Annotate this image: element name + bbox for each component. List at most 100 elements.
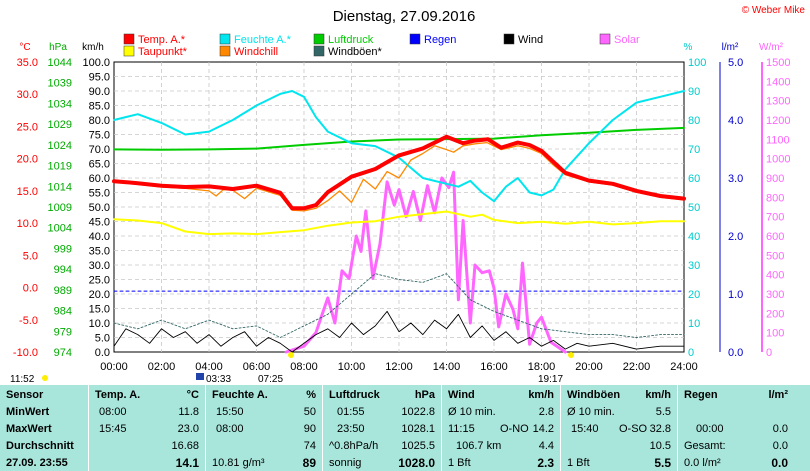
humidity-tick-label: 100 <box>688 57 706 69</box>
wind-avg-label: Ø 10 min. <box>448 406 496 418</box>
solar-tick-label: 600 <box>766 231 784 243</box>
pressure-tick-label: 1039 <box>48 78 72 90</box>
solar-tick-label: 1400 <box>766 76 790 88</box>
temp-tick-label: 25.0 <box>17 121 38 133</box>
sun-time: 07:25 <box>258 374 283 385</box>
grid <box>114 62 684 352</box>
wind-tick-label: 95.0 <box>89 72 110 84</box>
wind-tick-label: 100.0 <box>82 57 110 69</box>
legend-swatch-feuchte-a <box>219 33 231 45</box>
temp-current-value: 14.1 <box>175 456 199 470</box>
gust-current-value: 5.5 <box>654 456 671 470</box>
legend-swatch-wind <box>503 33 515 45</box>
hum-max-value: 90 <box>303 423 316 435</box>
rain-total-value: 0.0 <box>772 440 788 452</box>
x-tick-label: 10:00 <box>338 361 366 373</box>
rain-day: 0.0 l/m² <box>684 457 721 469</box>
stats-wind: Wind km/h Ø 10 min. 2.8 11:15 O-NO 14.2 106.… <box>442 385 560 471</box>
legend-swatch-taupunkt <box>123 45 135 57</box>
gust-max-time: 15:40 <box>571 423 599 435</box>
sunrise-time: 03:33 <box>206 374 231 385</box>
pressure-tick-label: 1004 <box>48 223 72 235</box>
press-forecast: sonnig <box>329 457 362 469</box>
rain-time: 00:00 <box>696 423 724 435</box>
series-line-temp-a <box>112 134 686 211</box>
series-line-taupunkt <box>113 210 685 236</box>
stats-bar: Sensor MinWert MaxWert Durchschnitt 27.0… <box>0 385 810 471</box>
wind-tick-label: 25.0 <box>89 275 110 287</box>
rain-current-value: 0.0 <box>771 456 788 470</box>
temp-tick-label: 30.0 <box>17 89 38 101</box>
legend-swatch-regen <box>409 33 421 45</box>
humidity-tick-label: 0 <box>688 347 694 359</box>
legend-label-solar: Solar <box>614 34 640 46</box>
wind-tick-label: 70.0 <box>89 144 110 156</box>
rain-tick-label: 2.0 <box>728 231 743 243</box>
legend-label-regen: Regen <box>424 34 456 46</box>
rain-tick-label: 5.0 <box>728 57 743 69</box>
temp-header: Temp. A. <box>95 389 141 401</box>
hum-max-time: 08:00 <box>216 423 244 435</box>
left-time-sun-icon <box>42 375 48 381</box>
humidity-tick-label: 80 <box>688 115 700 127</box>
pressure-tick-label: 994 <box>54 264 72 276</box>
x-tick-label: 20:00 <box>575 361 603 373</box>
rain-header: Regen <box>684 389 718 401</box>
wind-tick-label: 35.0 <box>89 246 110 258</box>
temp-tick-label: 10.0 <box>17 218 38 230</box>
legend-label-feuchte-a: Feuchte A.* <box>234 34 292 46</box>
pressure-tick-label: 1029 <box>48 119 72 131</box>
wind-axis-unit: km/h <box>82 42 104 53</box>
pressure-tick-label: 984 <box>54 306 72 318</box>
temp-min-value: 11.8 <box>178 406 199 418</box>
temp-max-time: 15:45 <box>99 423 127 435</box>
pressure-tick-label: 1044 <box>48 57 72 69</box>
pressure-axis-unit: hPa <box>49 42 67 53</box>
wind-tick-label: 65.0 <box>89 159 110 171</box>
sunrise-icon <box>196 373 204 380</box>
wind-tick-label: 15.0 <box>89 304 110 316</box>
humidity-tick-label: 70 <box>688 144 700 156</box>
legend: Temp. A.* Feuchte A.* Luftdruck Regen Wind So… <box>123 33 640 58</box>
press-max-time: 23:50 <box>337 423 365 435</box>
solar-axis-unit: W/m² <box>759 42 784 53</box>
x-tick-label: 16:00 <box>480 361 508 373</box>
sunset-time: 19:17 <box>538 374 563 385</box>
solar-tick-label: 200 <box>766 308 784 320</box>
press-min-value: 1022.8 <box>401 406 435 418</box>
sensor-row-max: MaxWert <box>6 423 52 435</box>
legend-swatch-solar <box>599 33 611 45</box>
wind-tick-label: 45.0 <box>89 217 110 229</box>
press-min-time: 01:55 <box>337 406 365 418</box>
gust-avg-value: 10.5 <box>649 440 671 452</box>
wind-tick-label: 75.0 <box>89 130 110 142</box>
wind-current-value: 2.3 <box>537 456 554 470</box>
sunset-sun-icon <box>568 352 574 358</box>
wind-avg10-value: 2.8 <box>538 406 554 418</box>
press-trend: ^0.8hPa/h <box>329 440 379 452</box>
pressure-tick-label: 1014 <box>48 181 72 193</box>
temp-min-time: 08:00 <box>99 406 127 418</box>
weather-chart: Dienstag, 27.09.2016 © Weber Mike Temp. … <box>10 5 805 385</box>
temp-tick-label: 15.0 <box>17 186 38 198</box>
solar-tick-label: 500 <box>766 250 784 262</box>
press-avg-value: 1025.5 <box>401 440 435 452</box>
stats-humidity: Feuchte A.% 15:50 50 08:00 90 74 10.81 g/m… <box>206 385 322 471</box>
legend-label-windb-en: Windböen* <box>328 46 383 58</box>
temp-tick-label: 0.0 <box>23 283 38 295</box>
gust-avg-label: Ø 10 min. <box>567 406 615 418</box>
temp-max-value: 23.0 <box>177 423 199 435</box>
series-group <box>112 90 686 354</box>
legend-label-luftdruck: Luftdruck <box>328 34 374 46</box>
press-header: Luftdruck <box>329 389 380 401</box>
sensor-header: Sensor <box>6 389 44 401</box>
wind-max-time: 11:15 <box>448 423 475 435</box>
hum-min-time: 15:50 <box>216 406 244 418</box>
humidity-tick-label: 20 <box>688 289 700 301</box>
rain-unit: l/m² <box>768 389 788 401</box>
solar-tick-label: 0 <box>766 347 772 359</box>
wind-tick-label: 20.0 <box>89 289 110 301</box>
legend-label-windchill: Windchill <box>234 46 278 58</box>
wind-max-value: 14.2 <box>532 423 554 435</box>
wind-tick-label: 10.0 <box>89 318 110 330</box>
